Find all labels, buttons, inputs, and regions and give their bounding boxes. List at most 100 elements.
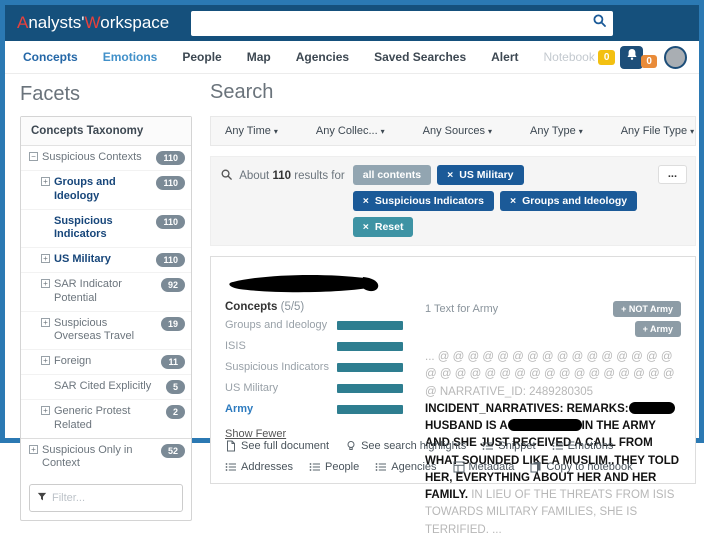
facet-label: Suspicious Only in Context — [42, 443, 133, 470]
facet-label: SAR Indicator Potential — [54, 278, 122, 304]
concept-name: Army — [225, 403, 254, 415]
concept-score-list: Groups and Ideology ISIS Suspicious Indica… — [225, 319, 403, 415]
notebook-count-badge[interactable]: 0 — [597, 49, 616, 65]
dropdown-any-collec[interactable]: Any Collec... ▾ — [315, 125, 385, 137]
nav-item-people[interactable]: People — [182, 50, 222, 64]
facet-tree: − Suspicious Contexts 110 + Groups and Ideol… — [21, 146, 191, 476]
dropdown-any-time[interactable]: Any Time ▾ — [225, 125, 278, 137]
close-icon: × — [447, 169, 454, 181]
pill-us-military[interactable]: × US Military — [437, 165, 524, 185]
facet-item-generic-protest-related[interactable]: + Generic Protest Related 2 — [21, 399, 191, 438]
pill-suspicious-indicators[interactable]: × Suspicious Indicators — [352, 191, 494, 211]
dropdown-any-type[interactable]: Any Type ▾ — [530, 125, 583, 137]
action-people[interactable]: People — [309, 461, 359, 473]
app-logo[interactable]: Analysts'Workspace — [17, 13, 169, 33]
pill-groups-and-ideology[interactable]: × Groups and Ideology — [499, 191, 638, 211]
action-snippet[interactable]: Snippet — [482, 440, 536, 452]
concept-name: Suspicious Indicators — [225, 361, 329, 373]
action-addresses[interactable]: Addresses — [225, 461, 293, 473]
action-agencies[interactable]: Agencies — [375, 461, 437, 473]
facet-item-suspicious-only-in-context[interactable]: + Suspicious Only in Context 52 — [21, 437, 191, 477]
bell-icon — [626, 48, 638, 66]
concept-row-army[interactable]: Army — [225, 403, 403, 415]
nav-item-concepts[interactable]: Concepts — [23, 50, 78, 64]
facet-label: US Military — [54, 253, 111, 265]
action-label: Agencies — [391, 461, 437, 473]
facet-item-suspicious-contexts[interactable]: − Suspicious Contexts 110 — [21, 146, 191, 170]
facet-filter-input[interactable] — [52, 492, 175, 504]
dropdown-any-file-type[interactable]: Any File Type ▾ — [620, 125, 695, 137]
tag-buttons: + NOT Army + Army — [613, 301, 681, 337]
concepts-taxonomy-panel: Concepts Taxonomy − Suspicious Contexts 11… — [20, 116, 192, 521]
concept-row-isis[interactable]: ISIS — [225, 340, 403, 352]
action-see-search-highlights[interactable]: See search highlights — [345, 440, 466, 452]
expand-icon[interactable]: + — [41, 317, 50, 327]
facet-label: Foreign — [54, 355, 92, 367]
results-suffix: results for — [294, 170, 345, 182]
concept-name: Groups and Ideology — [225, 319, 328, 331]
global-search-input[interactable] — [191, 10, 586, 36]
action-label: Addresses — [241, 461, 293, 473]
redaction-mark — [507, 419, 582, 431]
facet-item-suspicious-indicators[interactable]: Suspicious Indicators 110 — [21, 208, 191, 248]
dropdown-any-sources[interactable]: Any Sources ▾ — [422, 125, 493, 137]
list-icon — [552, 440, 564, 452]
redaction-scribble — [229, 274, 379, 293]
concept-row-us-military[interactable]: US Military — [225, 382, 403, 394]
snippet-bold-1: INCIDENT_NARRATIVES: REMARKS: — [425, 402, 629, 415]
facet-label: Suspicious Overseas Travel — [54, 316, 135, 343]
action-label: Snippet — [498, 440, 536, 452]
pill-reset[interactable]: × Reset — [352, 217, 414, 237]
facet-count-badge: 92 — [160, 278, 185, 292]
user-avatar[interactable] — [664, 45, 688, 69]
expand-icon[interactable]: + — [41, 254, 50, 263]
facet-count-badge: 110 — [156, 176, 185, 190]
facet-item-sar-cited-explicitly[interactable]: SAR Cited Explicitly 5 — [21, 374, 191, 399]
action-copy-to-notebook[interactable]: Copy to notebook — [530, 461, 633, 473]
collapse-icon[interactable]: − — [29, 152, 38, 161]
chevron-down-icon: ▾ — [380, 127, 385, 136]
facet-item-foreign[interactable]: + Foreign 11 — [21, 349, 191, 374]
facet-count-badge: 11 — [161, 355, 185, 369]
more-options-button[interactable]: ... — [657, 165, 687, 184]
nav-item-agencies[interactable]: Agencies — [295, 50, 350, 64]
facet-item-groups-and-ideology[interactable]: + Groups and Ideology 110 — [21, 170, 191, 209]
concepts-counter: (5/5) — [280, 301, 305, 313]
action-emotions[interactable]: Emotions — [552, 440, 614, 452]
list-icon — [309, 461, 321, 473]
nav-item-saved-searches[interactable]: Saved Searches — [374, 50, 467, 64]
results-search-icon — [221, 169, 235, 183]
expand-icon[interactable]: + — [41, 406, 50, 415]
search-title: Search — [210, 81, 274, 103]
expand-icon[interactable]: + — [41, 177, 50, 186]
tag-button-army[interactable]: + Army — [634, 321, 681, 337]
tag-button-not-army[interactable]: + NOT Army — [613, 301, 681, 317]
expand-icon[interactable]: + — [29, 444, 38, 454]
pill-all-contents[interactable]: all contents — [352, 165, 432, 185]
filter-dropdowns: Any Time ▾ Any Collec... ▾ Any Sources ▾ Any T… — [225, 125, 704, 137]
concept-row-groups-and-ideology[interactable]: Groups and Ideology — [225, 319, 403, 331]
action-see-full-document[interactable]: See full document — [225, 440, 329, 452]
facet-count-badge: 5 — [165, 380, 185, 394]
facet-item-suspicious-overseas-travel[interactable]: + Suspicious Overseas Travel 19 — [21, 310, 191, 350]
concept-name: US Military — [225, 382, 279, 394]
search-submit-button[interactable] — [585, 11, 613, 36]
nav-item-alert[interactable]: Alert — [491, 50, 519, 64]
alerts-count-badge[interactable]: 0 — [641, 54, 657, 68]
nav-item-map[interactable]: Map — [246, 50, 271, 64]
search-result-card: Concepts (5/5) Groups and Ideology ISIS Su… — [210, 256, 696, 536]
expand-icon[interactable]: + — [41, 356, 50, 365]
facets-sidebar: Facets Concepts Taxonomy − Suspicious Con… — [20, 83, 192, 521]
copy-icon — [530, 461, 542, 473]
facet-item-us-military[interactable]: + US Military 110 — [21, 247, 191, 272]
action-metadata[interactable]: Metadata — [453, 461, 514, 473]
results-summary-bar: About 110 results for all contents × US Mi… — [210, 156, 696, 246]
main-nav: Concepts Emotions People Map Agencies Saved S… — [5, 41, 699, 74]
expand-icon[interactable]: + — [41, 279, 50, 288]
concept-row-suspicious-indicators[interactable]: Suspicious Indicators — [225, 361, 403, 373]
notifications-button[interactable] — [620, 45, 644, 69]
facet-item-sar-indicator-potential[interactable]: + SAR Indicator Potential 92 — [21, 272, 191, 311]
show-fewer-link[interactable]: Show Fewer — [225, 428, 287, 440]
nav-item-emotions[interactable]: Emotions — [102, 50, 158, 64]
action-label: Emotions — [567, 440, 614, 452]
